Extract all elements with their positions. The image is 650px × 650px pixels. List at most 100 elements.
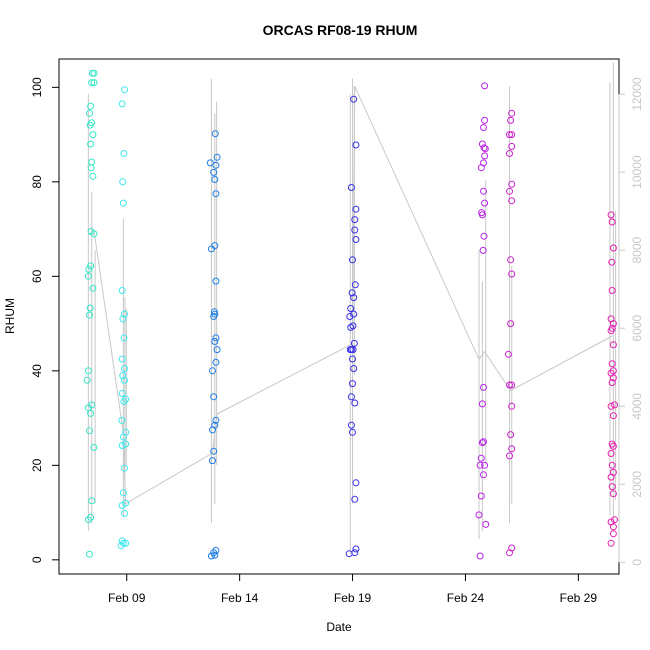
rhum-point bbox=[481, 461, 489, 469]
rhum-point bbox=[119, 199, 127, 207]
rhum-point bbox=[508, 131, 516, 139]
rhum-point bbox=[607, 211, 615, 219]
rhum-point bbox=[506, 150, 513, 157]
rhum-point bbox=[347, 421, 355, 429]
rhum-point bbox=[90, 443, 98, 451]
rhum-point bbox=[607, 315, 615, 323]
x-tick-label: Feb 09 bbox=[108, 591, 146, 605]
rhum-point bbox=[121, 464, 128, 472]
rhum-point bbox=[210, 393, 218, 401]
rhum-point bbox=[119, 315, 127, 323]
rhum-point bbox=[211, 338, 219, 345]
rhum-point bbox=[475, 511, 483, 519]
y2-tick-label: 12000 bbox=[630, 77, 644, 111]
rhum-point bbox=[507, 256, 515, 264]
rhum-point bbox=[479, 246, 487, 254]
x-tick-label: Feb 19 bbox=[334, 591, 372, 605]
rhum-point bbox=[210, 447, 218, 455]
rhum-point bbox=[350, 294, 358, 302]
rhum-point bbox=[121, 365, 128, 372]
rhum-point bbox=[118, 442, 126, 449]
rhum-point bbox=[84, 272, 92, 280]
rhum-point bbox=[607, 369, 615, 377]
rhum-point bbox=[121, 510, 128, 517]
rhum-point bbox=[350, 310, 358, 318]
rhum-point bbox=[608, 461, 616, 469]
y-tick-label: 60 bbox=[30, 269, 44, 283]
y-tick-label: 40 bbox=[30, 364, 44, 378]
rhum-point bbox=[504, 350, 512, 358]
rhum-point bbox=[86, 427, 93, 435]
rhum-point bbox=[122, 395, 130, 403]
rhum-point bbox=[478, 400, 486, 408]
rhum-point bbox=[210, 308, 218, 316]
y2-tick-label: 10000 bbox=[630, 155, 644, 189]
rhum-point bbox=[87, 513, 95, 521]
rhum-point bbox=[506, 381, 513, 389]
rhum-point bbox=[349, 256, 356, 264]
rhum-point bbox=[350, 95, 358, 103]
rhum-point bbox=[345, 550, 353, 558]
rhum-point bbox=[120, 334, 128, 342]
rhum-point bbox=[609, 244, 617, 252]
rhum-point bbox=[352, 236, 360, 243]
rhum-point bbox=[121, 86, 128, 94]
rhum-point bbox=[119, 489, 127, 497]
rhum-point bbox=[84, 367, 92, 375]
rhum-point bbox=[482, 520, 490, 528]
rhum-point bbox=[508, 109, 516, 117]
rhum-point bbox=[508, 197, 516, 205]
rhum-point bbox=[118, 100, 126, 108]
rhum-point bbox=[608, 483, 616, 491]
rhum-point bbox=[87, 262, 95, 270]
rhum-point bbox=[348, 289, 356, 297]
rhum-point bbox=[508, 402, 516, 410]
rhum-point bbox=[212, 416, 220, 424]
rhum-point bbox=[213, 153, 221, 161]
rhum-point bbox=[349, 322, 357, 330]
rhum-point bbox=[351, 216, 359, 224]
rhum-point bbox=[506, 131, 513, 139]
rhum-point bbox=[350, 339, 358, 347]
rhum-point bbox=[352, 545, 360, 553]
rhum-point bbox=[86, 304, 94, 312]
rhum-point bbox=[212, 334, 220, 342]
rhum-point bbox=[122, 428, 130, 436]
right-axis: 0 2000 4000 6000 8000 10000 12000 bbox=[618, 77, 644, 566]
y2-tick-label: 6000 bbox=[630, 315, 644, 342]
rhum-point bbox=[611, 516, 618, 524]
rhum-point bbox=[212, 358, 220, 366]
rhum-point bbox=[349, 380, 356, 388]
rhum-point bbox=[480, 438, 487, 446]
rhum-point bbox=[118, 537, 126, 545]
rhum-point bbox=[88, 79, 96, 87]
rhum-point bbox=[480, 187, 487, 195]
rhum-point bbox=[118, 416, 126, 424]
rhum-point bbox=[88, 497, 96, 505]
rhum-point bbox=[87, 140, 95, 148]
rhum-point bbox=[609, 490, 617, 498]
rhum-point bbox=[481, 152, 489, 160]
rhum-point bbox=[349, 355, 356, 363]
rhum-point bbox=[508, 270, 516, 278]
rhum-point bbox=[347, 184, 355, 191]
rhum-point bbox=[608, 360, 616, 368]
y-axis-label: RHUM bbox=[3, 298, 17, 334]
rhum-point bbox=[608, 287, 616, 294]
chart-title: ORCAS RF08-19 RHUM bbox=[263, 22, 418, 38]
y2-tick-label: 8000 bbox=[630, 237, 644, 264]
rhum-point bbox=[608, 440, 616, 448]
y2-series bbox=[87, 62, 617, 555]
rhum-point bbox=[90, 230, 98, 238]
rhum-point bbox=[352, 141, 360, 149]
x-tick-label: Feb 14 bbox=[221, 591, 259, 605]
rhum-point bbox=[118, 390, 126, 397]
rhum-point bbox=[88, 401, 96, 409]
rhum-point bbox=[507, 431, 515, 439]
rhum-point bbox=[119, 178, 127, 186]
rhum-point bbox=[210, 168, 218, 176]
rhum-point bbox=[608, 324, 616, 332]
rhum-point bbox=[83, 376, 91, 384]
rhum-point bbox=[210, 549, 218, 557]
rhum-point bbox=[87, 102, 95, 110]
